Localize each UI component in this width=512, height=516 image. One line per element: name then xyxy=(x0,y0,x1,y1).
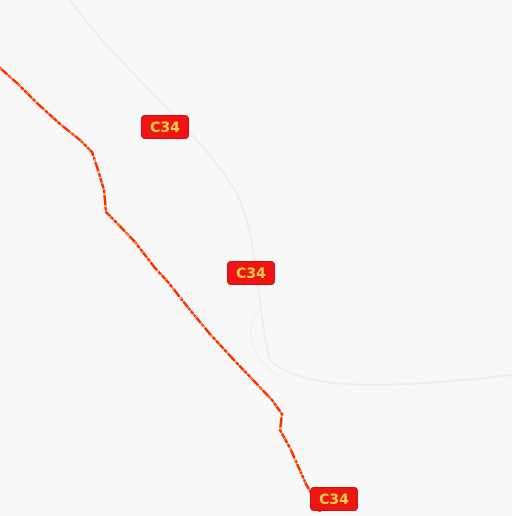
road-shield-c34[interactable]: C34 xyxy=(227,261,275,285)
route-c34-line[interactable] xyxy=(0,66,322,514)
road-shield-c34[interactable]: C34 xyxy=(310,487,358,511)
minor-road xyxy=(250,299,286,381)
road-shield-c34[interactable]: C34 xyxy=(141,115,189,139)
minor-road xyxy=(69,0,512,386)
